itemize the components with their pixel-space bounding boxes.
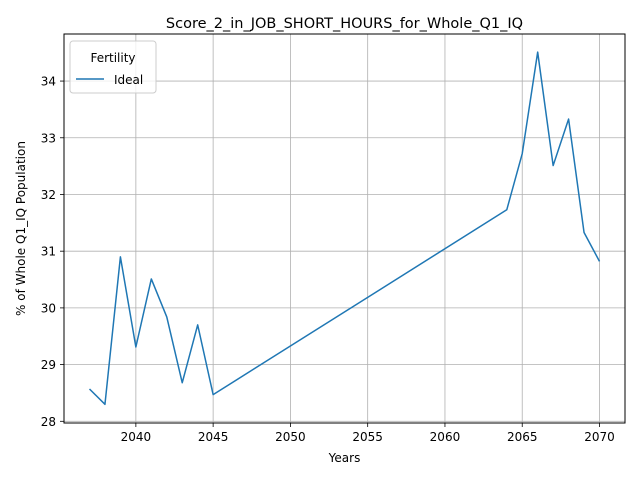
legend-title: Fertility	[90, 51, 135, 65]
y-tick-label: 34	[41, 75, 56, 89]
x-tick-label: 2045	[198, 430, 229, 444]
grid-layer	[64, 34, 625, 423]
x-tick-label: 2060	[430, 430, 461, 444]
tick-layer: 2040 2045 2050 2055 2060 2065 2070 28 29 30 31 32 33…	[41, 75, 615, 444]
y-tick-label: 32	[41, 188, 56, 202]
x-tick-label: 2055	[352, 430, 383, 444]
y-tick-label: 31	[41, 245, 56, 259]
legend-box	[69, 40, 157, 94]
series-line-ideal	[88, 51, 601, 406]
x-axis-label: Years	[328, 451, 361, 465]
y-tick-label: 29	[41, 358, 56, 372]
x-tick-label: 2070	[584, 430, 615, 444]
x-tick-label: 2050	[275, 430, 306, 444]
y-axis-label: % of Whole Q1_IQ Population	[14, 141, 28, 316]
x-tick-label: 2065	[507, 430, 538, 444]
y-tick-label: 28	[41, 415, 56, 429]
plot-frame	[63, 33, 626, 424]
legend: Fertility Ideal	[69, 40, 157, 94]
x-tick-label: 2040	[121, 430, 152, 444]
legend-label-ideal: Ideal	[114, 73, 143, 87]
chart-title: Score_2_in_JOB_SHORT_HOURS_for_Whole_Q1_…	[166, 16, 523, 32]
y-tick-label: 30	[41, 301, 56, 315]
y-tick-label: 33	[41, 131, 56, 145]
series-layer	[88, 51, 601, 406]
